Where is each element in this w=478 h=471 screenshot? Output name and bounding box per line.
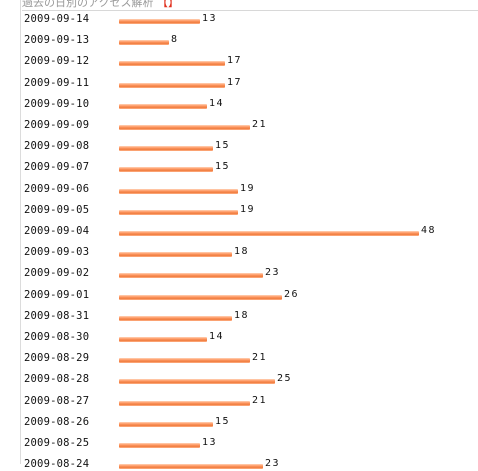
chart-row: 2009-09-13 8 [24,33,474,47]
chart-row: 2009-08-31 18 [24,309,474,323]
date-label: 2009-09-01 [24,288,90,301]
chart-row: 2009-09-05 19 [24,203,474,217]
value-label: 23 [265,458,281,470]
chart-row: 2009-08-29 21 [24,351,474,365]
date-label: 2009-08-31 [24,309,90,322]
chart-bar [119,40,169,46]
value-label: 19 [240,182,256,194]
date-label: 2009-09-05 [24,203,90,216]
chart-row: 2009-09-03 18 [24,245,474,259]
date-label: 2009-09-12 [24,55,90,68]
chart-row: 2009-08-24 23 [24,457,474,471]
value-label: 21 [252,352,268,364]
chart-row: 2009-08-28 25 [24,372,474,386]
chart-bar [119,252,232,258]
header-divider [22,10,478,11]
value-label: 15 [215,161,231,173]
chart-bar [119,125,250,130]
chart-bar [119,82,225,88]
chart-row: 2009-09-06 19 [24,182,474,196]
chart-row: 2009-09-08 15 [24,139,474,153]
date-label: 2009-09-07 [24,161,90,174]
left-border [20,0,21,464]
chart-row: 2009-09-02 23 [24,266,474,280]
date-label: 2009-08-26 [24,415,90,428]
chart-row: 2009-09-14 13 [24,12,474,26]
value-label: 26 [284,288,300,300]
chart-bar [119,443,200,448]
chart-row: 2009-09-11 17 [24,76,474,90]
date-label: 2009-09-14 [24,13,90,25]
value-label: 21 [252,394,268,406]
date-label: 2009-09-02 [24,267,90,280]
chart-row: 2009-09-04 48 [24,224,474,238]
chart-row: 2009-09-07 15 [24,160,474,174]
value-label: 18 [234,309,250,321]
chart-bar [119,209,238,215]
chart-bar [119,231,419,236]
chart-bar [119,400,250,406]
date-label: 2009-08-29 [24,352,90,365]
value-label: 48 [421,225,437,236]
date-label: 2009-09-10 [24,97,90,110]
value-label: 17 [227,76,243,88]
chart-row: 2009-08-27 21 [24,394,474,408]
chart-bar [119,146,213,152]
date-label: 2009-08-24 [24,458,90,471]
date-label: 2009-08-30 [24,331,90,343]
chart-bar [119,464,263,470]
chart-bar [119,358,250,364]
value-label: 15 [215,140,231,152]
date-label: 2009-09-13 [24,34,90,47]
chart-bar [119,103,207,109]
chart-row: 2009-09-01 26 [24,288,474,302]
value-label: 17 [227,55,243,67]
date-label: 2009-09-04 [24,225,90,237]
section-header: 過去の日別のアクセス解析 【】 [22,0,462,10]
chart-bar [119,379,275,385]
value-label: 21 [252,119,268,130]
section-header-accent: 【】 [156,0,179,9]
chart-bar [119,294,282,300]
value-label: 14 [209,331,225,342]
chart-row: 2009-09-09 21 [24,118,474,132]
chart-bar [119,273,263,279]
date-label: 2009-09-11 [24,76,90,89]
section-header-text: 過去の日別のアクセス解析 [22,0,154,9]
date-label: 2009-08-28 [24,373,90,386]
chart-row: 2009-08-30 14 [24,330,474,344]
value-label: 8 [171,34,179,46]
chart-row: 2009-08-25 13 [24,436,474,450]
chart-row: 2009-09-12 17 [24,54,474,68]
value-label: 15 [215,415,231,427]
value-label: 14 [209,97,225,109]
value-label: 23 [265,267,281,279]
date-label: 2009-09-09 [24,119,90,131]
chart-bar [119,337,207,342]
value-label: 13 [202,13,218,24]
value-label: 13 [202,437,218,448]
value-label: 25 [277,373,293,385]
date-label: 2009-08-27 [24,394,90,407]
chart-bar [119,421,213,427]
chart-bar [119,61,225,67]
chart-row: 2009-08-26 15 [24,415,474,429]
chart-bar [119,167,213,173]
date-label: 2009-08-25 [24,437,90,449]
date-label: 2009-09-03 [24,246,90,259]
chart-bar [119,315,232,321]
chart-bar [119,19,200,24]
chart-bar [119,188,238,194]
date-label: 2009-09-06 [24,182,90,195]
chart-row: 2009-09-10 14 [24,97,474,111]
date-label: 2009-09-08 [24,140,90,153]
value-label: 18 [234,246,250,258]
value-label: 19 [240,203,256,215]
